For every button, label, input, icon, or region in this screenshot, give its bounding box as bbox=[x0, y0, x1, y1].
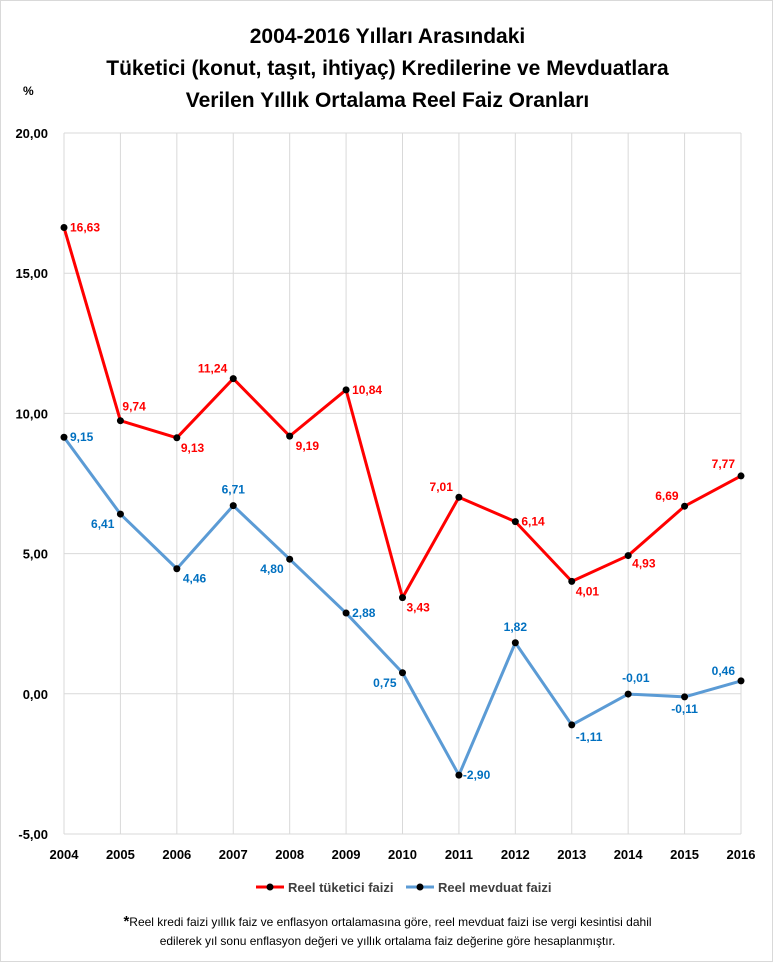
y-axis-label: % bbox=[23, 84, 34, 98]
data-point bbox=[60, 433, 68, 441]
data-label: 9,15 bbox=[70, 430, 94, 444]
data-point bbox=[286, 555, 294, 563]
x-tick-label: 2013 bbox=[557, 847, 586, 862]
data-label: 9,13 bbox=[181, 441, 205, 455]
data-label: -1,11 bbox=[576, 730, 603, 744]
data-label: 6,41 bbox=[91, 517, 115, 531]
data-point bbox=[624, 690, 632, 698]
data-point bbox=[286, 432, 294, 440]
data-label: 7,01 bbox=[430, 480, 454, 494]
data-point bbox=[681, 502, 689, 510]
data-point bbox=[455, 771, 463, 779]
data-label: 4,93 bbox=[632, 557, 656, 571]
y-tick-label: 10,00 bbox=[15, 406, 48, 421]
x-tick-label: 2010 bbox=[388, 847, 417, 862]
x-tick-label: 2008 bbox=[275, 847, 304, 862]
data-point bbox=[737, 472, 745, 480]
data-label: 6,14 bbox=[521, 515, 545, 529]
data-point bbox=[229, 502, 237, 510]
data-label: 6,69 bbox=[655, 489, 679, 503]
data-label: 0,75 bbox=[373, 676, 397, 690]
y-tick-label: 15,00 bbox=[15, 266, 48, 281]
x-tick-label: 2012 bbox=[501, 847, 530, 862]
data-label: 4,80 bbox=[260, 562, 284, 576]
legend-label: Reel tüketici faizi bbox=[288, 880, 393, 895]
data-point bbox=[229, 375, 237, 383]
data-point bbox=[342, 386, 350, 394]
chart-title-line-2: Tüketici (konut, taşıt, ihtiyaç) Kredile… bbox=[106, 57, 669, 80]
data-label: -2,90 bbox=[463, 768, 491, 782]
data-label: 16,63 bbox=[70, 220, 100, 234]
data-point bbox=[342, 609, 350, 617]
x-tick-label: 2005 bbox=[106, 847, 135, 862]
data-point bbox=[624, 552, 632, 560]
footnote-line-1: *Reel kredi faizi yıllık faiz ve enflasy… bbox=[1, 913, 772, 930]
data-point bbox=[455, 493, 463, 501]
data-point bbox=[681, 693, 689, 701]
data-point bbox=[511, 639, 519, 647]
data-point bbox=[173, 434, 181, 442]
chart-title-line-1: 2004-2016 Yılları Arasındaki bbox=[249, 25, 526, 48]
y-tick-label: 0,00 bbox=[23, 687, 48, 702]
footnote-text-1: Reel kredi faizi yıllık faiz ve enflasyo… bbox=[129, 915, 652, 929]
x-tick-label: 2006 bbox=[162, 847, 191, 862]
chart-title-line-3: Verilen Yıllık Ortalama Reel Faiz Oranla… bbox=[185, 89, 590, 112]
x-tick-label: 2016 bbox=[727, 847, 756, 862]
data-label: -0,01 bbox=[622, 671, 650, 685]
data-label: 11,24 bbox=[198, 362, 228, 376]
data-point bbox=[173, 565, 181, 573]
data-label: 6,71 bbox=[222, 483, 246, 497]
data-point bbox=[511, 518, 519, 526]
data-point bbox=[568, 721, 576, 729]
data-label: 7,77 bbox=[712, 457, 736, 471]
data-label: 9,74 bbox=[122, 400, 146, 414]
legend-label: Reel mevduat faizi bbox=[438, 880, 551, 895]
x-tick-label: 2011 bbox=[445, 847, 473, 862]
legend-marker bbox=[416, 883, 424, 891]
x-tick-label: 2004 bbox=[50, 847, 80, 862]
x-tick-label: 2014 bbox=[614, 847, 644, 862]
y-tick-label: 20,00 bbox=[15, 126, 48, 141]
data-point bbox=[568, 577, 576, 585]
x-tick-label: 2007 bbox=[219, 847, 248, 862]
x-tick-label: 2009 bbox=[332, 847, 361, 862]
y-tick-label: -5,00 bbox=[18, 827, 48, 842]
data-label: 4,46 bbox=[183, 572, 207, 586]
data-label: 2,88 bbox=[352, 606, 376, 620]
data-label: 3,43 bbox=[407, 601, 431, 615]
data-label: 10,84 bbox=[352, 383, 382, 397]
footnote-star: * bbox=[123, 913, 130, 930]
footnote-line-2: edilerek yıl sonu enflasyon değeri ve yı… bbox=[159, 934, 616, 948]
data-label: 1,82 bbox=[504, 620, 528, 634]
data-label: 0,46 bbox=[712, 664, 736, 678]
legend-marker bbox=[266, 883, 274, 891]
y-tick-label: 5,00 bbox=[23, 547, 48, 562]
x-tick-label: 2015 bbox=[670, 847, 699, 862]
data-point bbox=[116, 510, 124, 518]
data-point bbox=[116, 417, 124, 425]
data-label: -0,11 bbox=[671, 702, 698, 716]
data-label: 4,01 bbox=[576, 584, 600, 598]
data-point bbox=[737, 677, 745, 685]
data-point bbox=[399, 594, 406, 602]
data-point bbox=[60, 223, 68, 231]
data-point bbox=[399, 669, 406, 677]
data-label: 9,19 bbox=[296, 439, 320, 453]
